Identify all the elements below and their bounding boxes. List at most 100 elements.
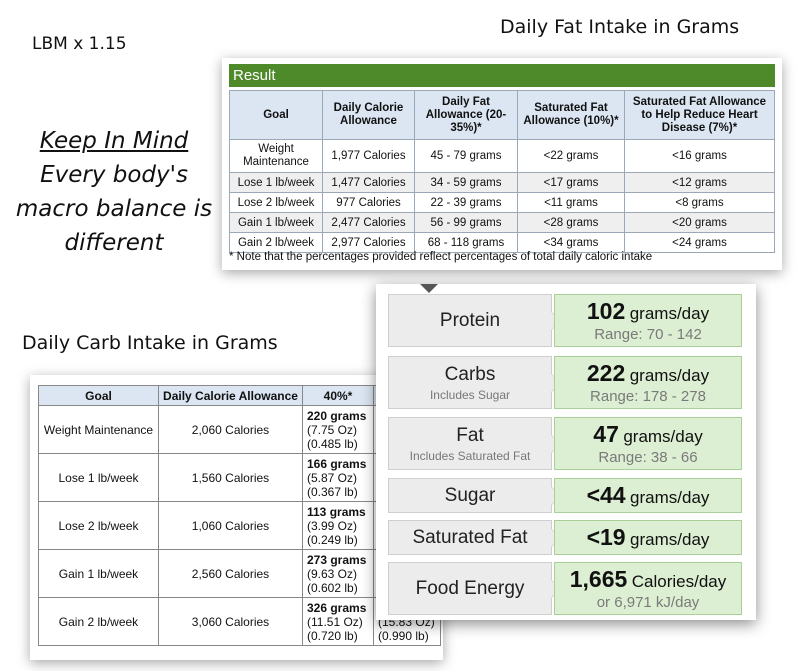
- table-cell: <16 grams: [624, 139, 775, 173]
- table-cell: 166 grams (5.87 Oz) (0.367 lb): [302, 453, 374, 502]
- macro-unit: grams/day: [629, 304, 710, 323]
- fat-header-goal: Goal: [229, 90, 323, 140]
- macro-value-box: 47 grams/day Range: 38 - 66: [554, 417, 742, 470]
- macro-label: Protein: [388, 294, 561, 347]
- fat-header-fat: Daily Fat Allowance (20-35%)*: [414, 90, 518, 140]
- table-cell: 273 grams (9.63 Oz) (0.602 lb): [302, 549, 374, 598]
- macro-range: or 6,971 kJ/day: [596, 594, 700, 611]
- table-cell: 1,977 Calories: [322, 139, 415, 173]
- macro-row-sugar: Sugar <44 grams/day: [388, 478, 744, 513]
- table-cell: 2,977 Calories: [322, 232, 415, 253]
- macro-value-box: 1,665 Calories/day or 6,971 kJ/day: [554, 562, 742, 615]
- macro-unit: grams/day: [623, 427, 703, 446]
- macro-summary-card: Protein 102 grams/day Range: 70 - 142 Ca…: [376, 284, 756, 620]
- macro-name: Fat: [456, 424, 484, 446]
- macro-label: Saturated Fat: [388, 520, 561, 555]
- fat-section-title: Daily Fat Intake in Grams: [500, 16, 740, 38]
- grams-value: 166 grams: [307, 456, 367, 471]
- lb-value: (0.720 lb): [307, 628, 358, 643]
- table-cell: 68 - 118 grams: [414, 232, 518, 253]
- table-cell: Gain 1 lb/week: [229, 212, 323, 233]
- table-row: Lose 2 lb/week 977 Calories 22 - 39 gram…: [229, 192, 775, 213]
- macro-row-food-energy: Food Energy 1,665 Calories/day or 6,971 …: [388, 562, 744, 615]
- macro-row-carbs: Carbs Includes Sugar 222 grams/day Range…: [388, 356, 744, 409]
- table-cell: 1,477 Calories: [322, 172, 415, 193]
- macro-amount: 47: [593, 421, 619, 447]
- table-cell: 3,060 Calories: [158, 597, 303, 646]
- macro-label: Sugar: [388, 478, 561, 513]
- macro-range: Range: 38 - 66: [598, 449, 698, 466]
- oz-value: (7.75 Oz): [307, 422, 358, 437]
- macro-name: Food Energy: [415, 577, 525, 599]
- table-cell: 1,560 Calories: [158, 453, 303, 502]
- macro-unit: Calories/day: [631, 572, 727, 591]
- table-cell: <12 grams: [624, 172, 775, 193]
- lb-value: (0.249 lb): [307, 532, 358, 547]
- table-cell: 220 grams (7.75 Oz) (0.485 lb): [302, 405, 374, 454]
- table-cell: 977 Calories: [322, 192, 415, 213]
- macro-subtext: Includes Sugar: [429, 387, 511, 402]
- oz-value: (3.99 Oz): [307, 518, 358, 533]
- lb-value: (0.485 lb): [307, 436, 358, 451]
- macro-amount: 102: [586, 298, 626, 324]
- table-cell: 1,060 Calories: [158, 501, 303, 550]
- macro-range: Range: 70 - 142: [594, 326, 702, 343]
- lb-value: (0.602 lb): [307, 580, 358, 595]
- fat-table-footnote: * Note that the percentages provided ref…: [229, 251, 653, 263]
- fat-result-card: Result Goal Daily Calorie Allowance Dail…: [222, 58, 782, 270]
- macro-value-box: 222 grams/day Range: 178 - 278: [554, 356, 742, 409]
- macro-amount: 1,665: [569, 566, 628, 592]
- table-cell: Gain 2 lb/week: [229, 232, 323, 253]
- table-cell: 56 - 99 grams: [414, 212, 518, 233]
- macro-row-fat: Fat Includes Saturated Fat 47 grams/day …: [388, 417, 744, 470]
- table-cell: <11 grams: [517, 192, 625, 213]
- lb-value: (0.367 lb): [307, 484, 358, 499]
- grams-value: 220 grams: [307, 408, 367, 423]
- fat-header-calorie: Daily Calorie Allowance: [322, 90, 415, 140]
- fat-table: Goal Daily Calorie Allowance Daily Fat A…: [229, 90, 775, 253]
- macro-amount: <19: [586, 524, 626, 550]
- table-row: Gain 2 lb/week 3,060 Calories 326 grams …: [38, 597, 441, 646]
- carb-header-40: 40%*: [302, 385, 374, 406]
- table-cell: <34 grams: [517, 232, 625, 253]
- grams-value: 113 grams: [307, 504, 366, 519]
- macro-amount: 222: [586, 360, 626, 386]
- macro-unit: grams/day: [630, 530, 710, 549]
- table-cell: <24 grams: [624, 232, 775, 253]
- table-cell: 2,060 Calories: [158, 405, 303, 454]
- table-cell: Lose 2 lb/week: [229, 192, 323, 213]
- fat-header-satfat: Saturated Fat Allowance (10%)*: [517, 90, 625, 140]
- lbm-formula-text: LBM x 1.15: [32, 34, 127, 54]
- table-row: Weight Maintenance 1,977 Calories 45 - 7…: [229, 139, 775, 173]
- macro-label: Food Energy: [388, 562, 561, 615]
- macro-unit: grams/day: [630, 488, 710, 507]
- table-row: Lose 1 lb/week 1,477 Calories 34 - 59 gr…: [229, 172, 775, 193]
- oz-value: (5.87 Oz): [307, 470, 358, 485]
- macro-label: Carbs Includes Sugar: [388, 356, 561, 409]
- fat-table-header-row: Goal Daily Calorie Allowance Daily Fat A…: [229, 90, 775, 140]
- macro-name: Carbs: [444, 363, 496, 385]
- table-cell: Lose 2 lb/week: [38, 501, 159, 550]
- macro-value-box: <44 grams/day: [554, 478, 742, 513]
- table-cell: 2,477 Calories: [322, 212, 415, 233]
- macro-row-protein: Protein 102 grams/day Range: 70 - 142: [388, 294, 744, 347]
- grams-value: 326 grams: [307, 600, 367, 615]
- keep-in-mind-line: different: [64, 230, 164, 256]
- macro-amount: <44: [586, 482, 626, 508]
- table-row: Gain 1 lb/week 2,477 Calories 56 - 99 gr…: [229, 212, 775, 233]
- table-cell: Gain 2 lb/week: [38, 597, 159, 646]
- carb-header-goal: Goal: [38, 385, 159, 406]
- macro-name: Protein: [439, 309, 501, 331]
- lb-value: (0.990 lb): [378, 628, 429, 643]
- macro-label: Fat Includes Saturated Fat: [388, 417, 561, 470]
- table-cell: Lose 1 lb/week: [229, 172, 323, 193]
- table-cell: Weight Maintenance: [229, 139, 323, 173]
- macro-name: Saturated Fat: [412, 526, 528, 548]
- result-header-bar: Result: [229, 64, 775, 87]
- keep-in-mind-line: Every body's: [40, 162, 188, 188]
- carb-header-calorie: Daily Calorie Allowance: [158, 385, 303, 406]
- table-cell: Gain 1 lb/week: [38, 549, 159, 598]
- table-cell: Weight Maintenance: [38, 405, 159, 454]
- table-cell: Lose 1 lb/week: [38, 453, 159, 502]
- table-cell: 22 - 39 grams: [414, 192, 518, 213]
